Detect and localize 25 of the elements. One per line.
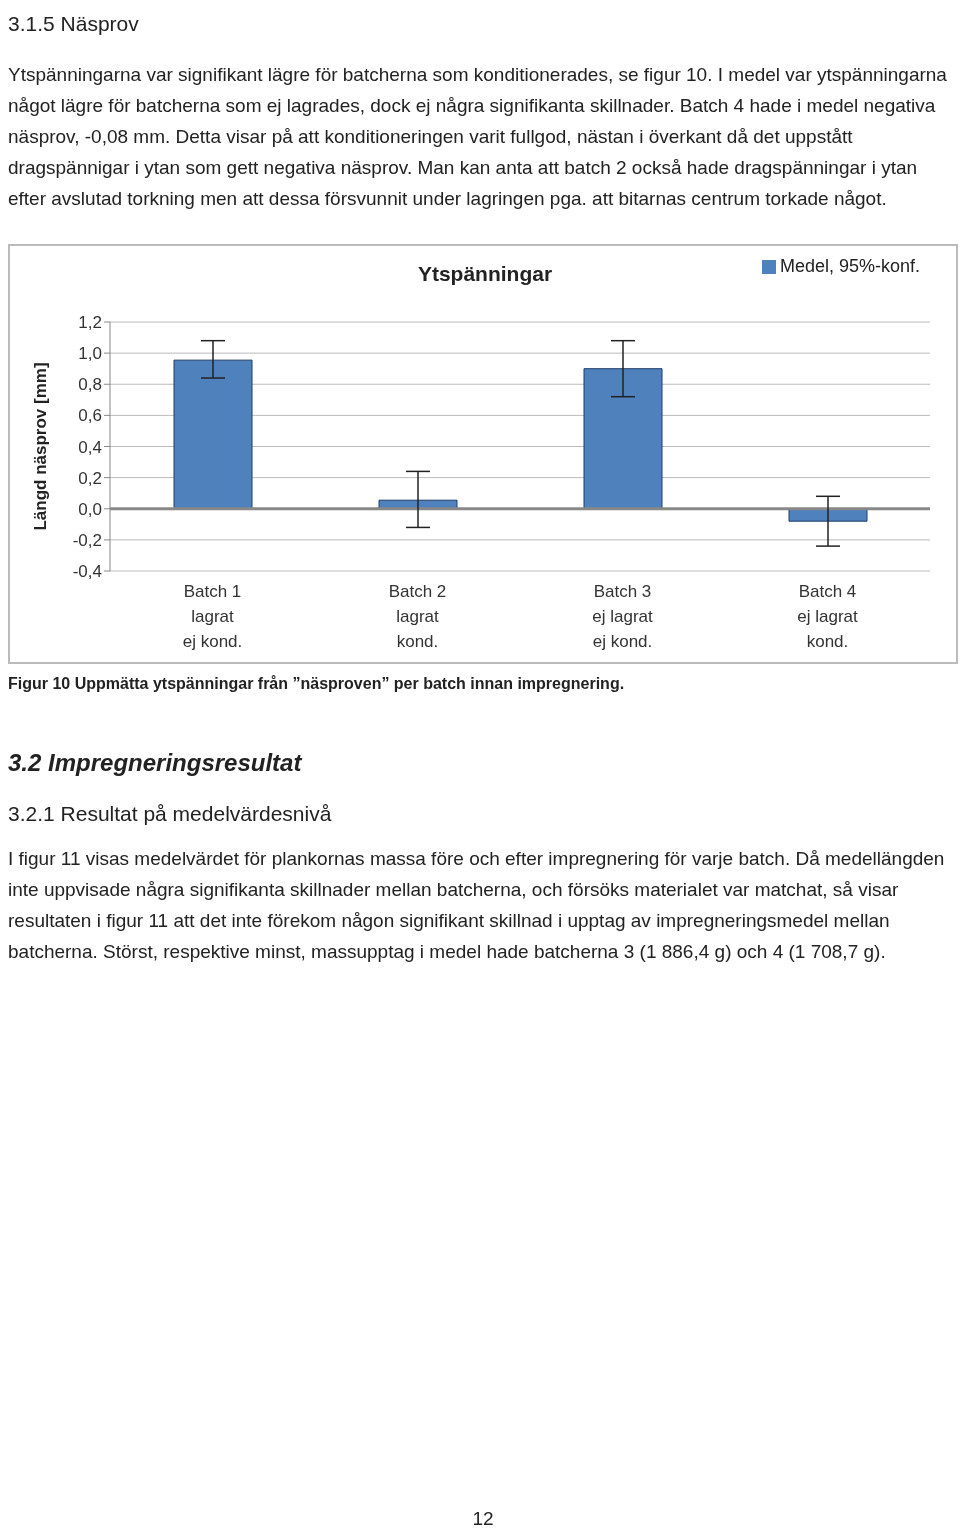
text: 12 <box>471 1507 495 1531</box>
text: 3.1.5 Näsprov <box>8 11 140 37</box>
bar <box>173 359 253 510</box>
y-axis-title: Längd näsprov [mm] <box>31 362 51 531</box>
y-tick-label: 0,2 <box>78 468 102 488</box>
y-tick-label: 0,0 <box>78 499 102 519</box>
text: Ytspänningarna var signifikant lägre för batcherna som konditionerades, se figur 10. I medel var ytspänningarna något lägre för batcherna som ej lagrades, dock ej några signifikanta skillnader. Batch 4 hade i medel negativa näsprov, -0,08 mm. Detta visar på att konditioneringen varit fullgod, nästan i överkant då det uppstått dragspännigar i ytan som gett negativa näsprov. Man kan anta att batch 2 också hade dragspänningar i ytan efter avslutad torkning men att dessa försvunnit under lagringen pga. att bitarnas centrum torkade något. <box>8 63 948 211</box>
y-tick-label: 1,2 <box>78 313 102 333</box>
text: Figur 10 Uppmätta ytspänningar från ”näsproven” per batch innan impregnering. <box>8 674 626 694</box>
text: 3.2.1 Resultat på medelvärdesnivå <box>8 801 333 827</box>
bar <box>583 368 663 510</box>
x-tick-label: Batch 4 ej lagrat kond. <box>797 582 859 651</box>
x-tick-label: Batch 1 lagrat ej kond. <box>182 582 243 651</box>
text: I figur 11 visas medelvärdet för plankornas massa före och efter impregnering för varje batch. Då medellängden inte uppvisade några signifikanta skillnader mellan batcherna, och försöks materialet var matchat, så visar resultaten i figur 11 att det inte förekom någon signifikant skillnad i upptag av impregneringsmedel mellan batcherna. Störst, respektive minst, massupptag i medel hade batcherna 3 (1 886,4 g) och 4 (1 708,7 g). <box>8 847 946 964</box>
y-tick-label: -0,2 <box>72 530 102 550</box>
x-tick-label: Batch 3 ej lagrat ej kond. <box>592 582 654 651</box>
y-tick-label: 0,8 <box>78 375 102 395</box>
chart-title: Ytspänningar <box>417 262 553 285</box>
y-tick-label: 0,6 <box>78 406 102 426</box>
y-tick-label: 0,4 <box>78 437 102 457</box>
x-tick-label: Batch 2 lagrat kond. <box>388 582 447 651</box>
y-tick-label: 1,0 <box>78 344 102 364</box>
text: 3.2 Impregneringsresultat <box>8 748 304 778</box>
legend-label: Medel, 95%-konf. <box>779 256 920 276</box>
y-tick-label: -0,4 <box>72 562 102 582</box>
